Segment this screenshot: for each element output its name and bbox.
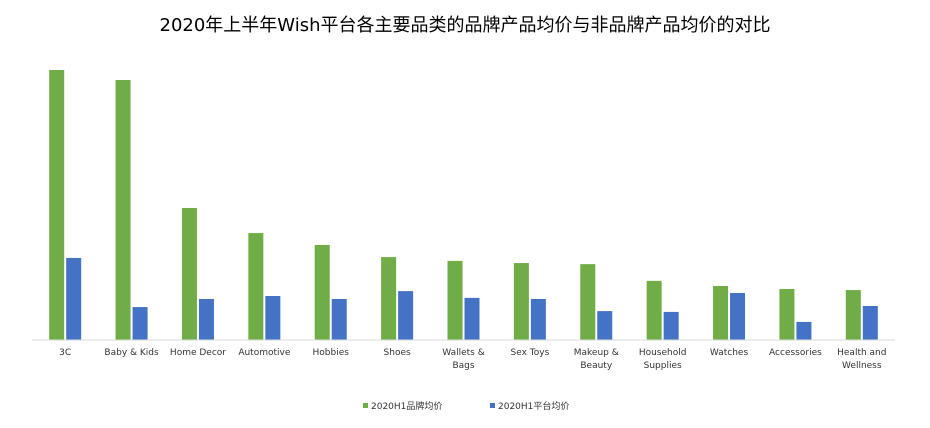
bar-platform-5 (398, 291, 414, 340)
bar-brand-3 (248, 233, 264, 340)
x-tick-label: Accessories (769, 348, 822, 358)
bar-brand-2 (181, 207, 197, 340)
bar-brand-6 (447, 260, 463, 340)
chart-title: 2020年上半年Wish平台各主要品类的品牌产品均价与非品牌产品均价的对比 (160, 15, 771, 36)
legend-swatch-1 (490, 403, 495, 408)
bar-brand-8 (580, 264, 596, 340)
bar-platform-3 (265, 295, 281, 340)
legend-swatch-0 (363, 403, 368, 408)
x-tick-label: Shoes (384, 348, 411, 358)
bar-brand-4 (314, 244, 330, 340)
bar-brand-1 (115, 79, 131, 341)
x-tick-label: Automotive (238, 348, 291, 358)
bar-platform-7 (530, 298, 546, 340)
legend-label-1: 2020H1平台均价 (498, 400, 569, 412)
bar-brand-12 (845, 290, 861, 340)
bar-brand-9 (646, 280, 662, 340)
bar-brand-7 (513, 263, 529, 340)
bar-brand-10 (713, 286, 729, 340)
bar-platform-0 (66, 257, 82, 340)
x-tick-label: Health and Wellness (837, 348, 886, 371)
bar-platform-4 (331, 298, 347, 340)
x-tick-label: Sex Toys (510, 348, 549, 358)
x-tick-label: Hobbies (313, 348, 350, 358)
bar-platform-8 (597, 311, 613, 340)
bar-platform-2 (198, 298, 214, 340)
bar-platform-9 (663, 311, 679, 340)
bar-platform-12 (862, 305, 878, 340)
x-tick-label: Wallets & Bags (442, 348, 484, 371)
bar-brand-0 (49, 70, 65, 340)
bar-brand-11 (779, 288, 795, 340)
x-tick-label: 3C (59, 348, 71, 358)
x-tick-label: Home Decor (170, 348, 226, 358)
bar-platform-10 (730, 293, 746, 340)
x-tick-labels: 3C Baby & Kids Home Decor Automotive Hobbies… (59, 348, 886, 371)
x-tick-label: Watches (710, 348, 749, 358)
legend: 2020H1品牌均价 2020H1平台均价 (363, 400, 569, 412)
x-tick-label: Makeup & Beauty (574, 348, 619, 371)
bar-platform-1 (132, 307, 148, 340)
bars-layer (49, 70, 878, 341)
bar-platform-6 (464, 297, 480, 340)
x-tick-label: Baby & Kids (104, 348, 159, 358)
bar-platform-11 (796, 321, 812, 340)
x-tick-label: Household Supplies (639, 348, 687, 371)
bar-brand-5 (381, 257, 397, 340)
legend-label-0: 2020H1品牌均价 (371, 400, 442, 412)
